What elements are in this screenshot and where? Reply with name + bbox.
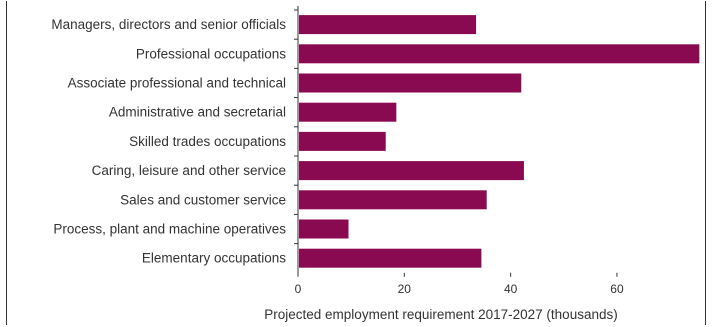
chart-frame xyxy=(6,1,706,325)
category-label: Professional occupations xyxy=(136,46,286,61)
x-tick-label: 60 xyxy=(610,282,624,296)
bar xyxy=(299,44,700,64)
category-label: Skilled trades occupations xyxy=(129,134,286,149)
bar xyxy=(299,131,386,151)
category-label: Administrative and secretarial xyxy=(109,105,286,120)
bars xyxy=(299,15,700,268)
x-axis-title: Projected employment requirement 2017-20… xyxy=(264,307,617,322)
category-label: Associate professional and technical xyxy=(68,76,286,91)
category-label: Caring, leisure and other service xyxy=(92,163,286,178)
bar xyxy=(299,161,524,181)
category-label: Elementary occupations xyxy=(142,251,286,266)
category-labels: Managers, directors and senior officials… xyxy=(51,9,298,266)
x-tick-label: 40 xyxy=(504,282,518,296)
category-label: Managers, directors and senior officials xyxy=(51,17,286,32)
bar xyxy=(299,73,522,93)
bar xyxy=(299,102,397,122)
x-tick-label: 0 xyxy=(295,282,302,296)
category-label: Sales and customer service xyxy=(120,192,286,207)
category-label: Process, plant and machine operatives xyxy=(53,222,286,237)
bar xyxy=(299,248,482,268)
bar xyxy=(299,219,349,239)
bar xyxy=(299,190,487,210)
x-tick-label: 20 xyxy=(398,282,412,296)
x-axis-ticks: 0 20 40 60 xyxy=(295,272,624,296)
bar xyxy=(299,15,477,35)
